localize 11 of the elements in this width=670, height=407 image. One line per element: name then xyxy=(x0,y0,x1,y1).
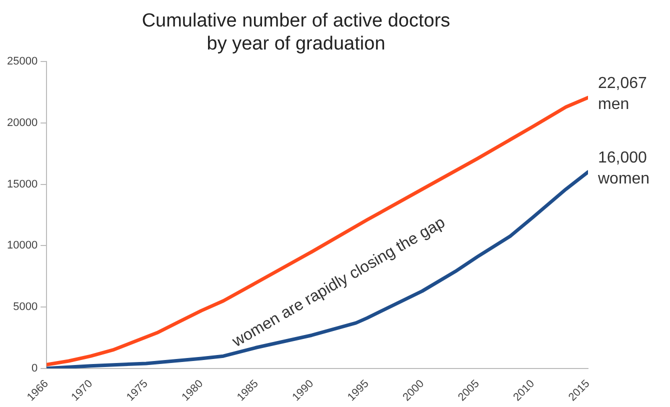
series-label: women xyxy=(597,170,650,188)
chart-title: Cumulative number of active doctors by year of graduation xyxy=(142,10,450,54)
y-tick-label: 0 xyxy=(31,362,38,374)
y-tick-label: 20000 xyxy=(6,116,38,129)
series-label: men xyxy=(598,96,630,113)
y-tick-label: 10000 xyxy=(6,240,38,252)
data-label: 22,067 xyxy=(598,74,648,92)
data-label: 16,000 xyxy=(598,149,648,166)
y-tick-label: 15000 xyxy=(6,178,38,190)
y-tick-label: 25000 xyxy=(6,56,38,68)
y-tick-label: 5000 xyxy=(13,301,38,314)
